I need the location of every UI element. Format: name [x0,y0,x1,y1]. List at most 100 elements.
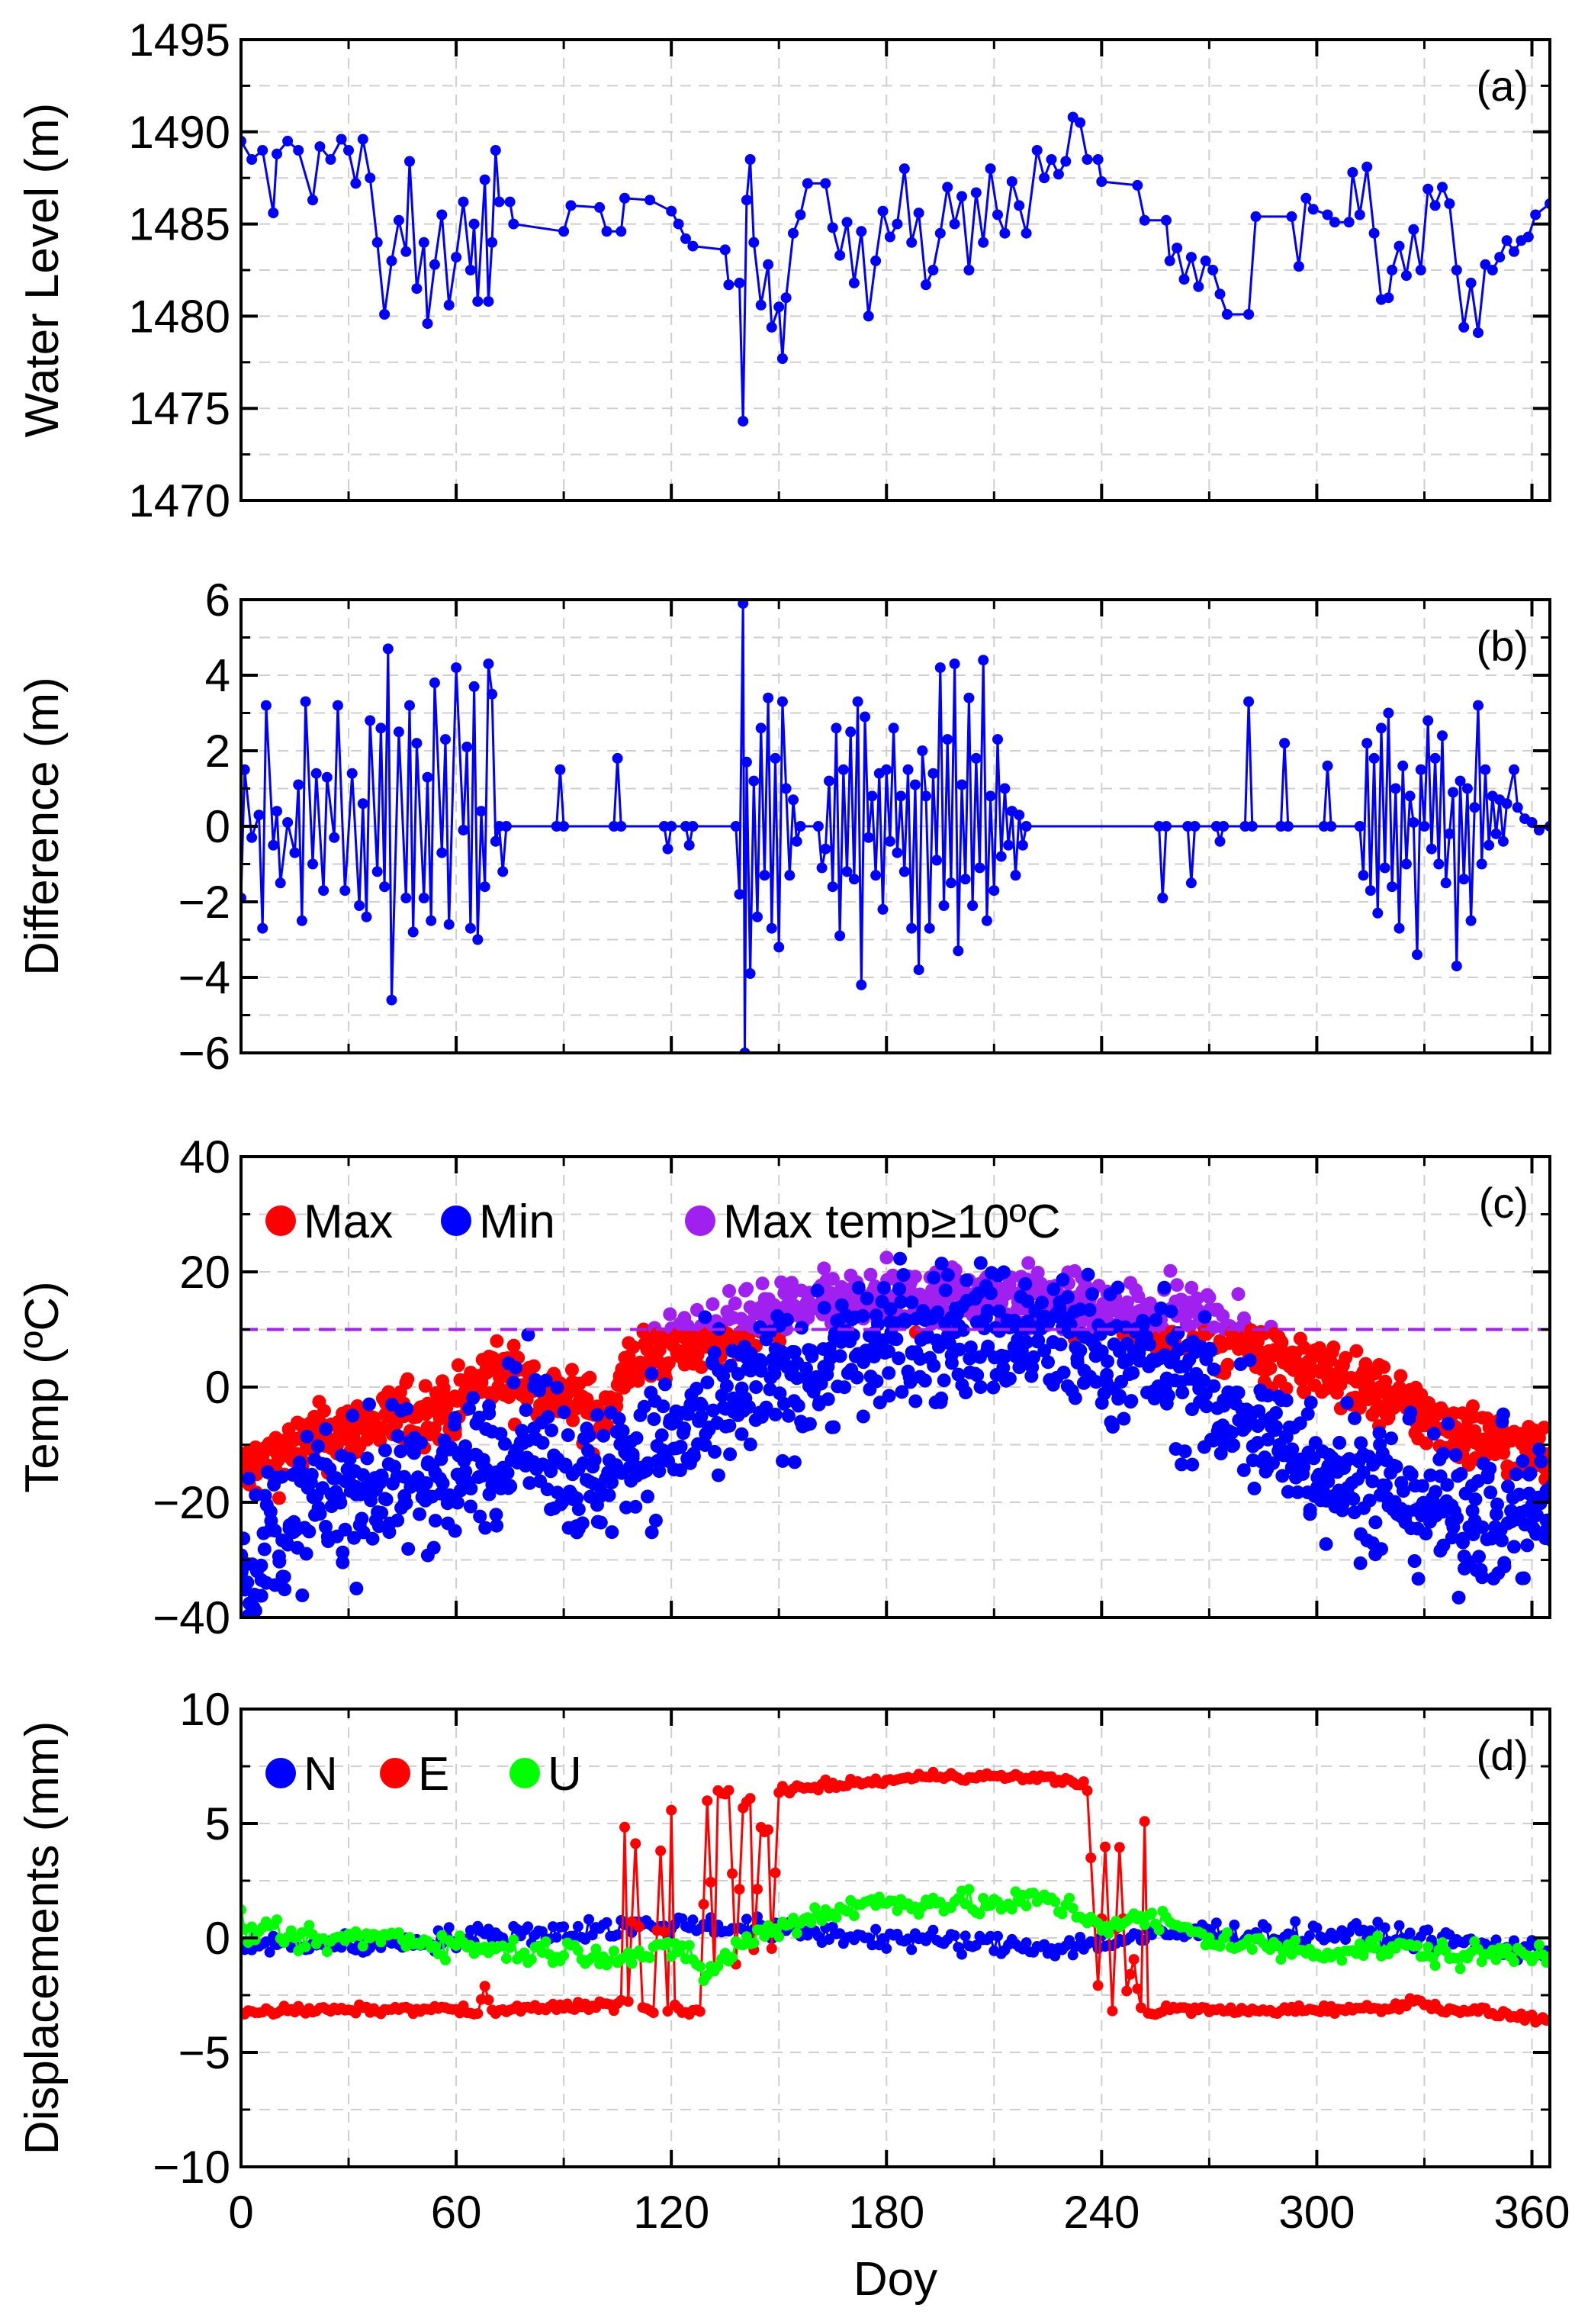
panel-b-ytick: 4 [205,650,230,701]
temp-min-point [1384,1431,1398,1446]
temp-min-point [970,1368,985,1382]
temp-min-point [1396,1484,1410,1498]
data-point [1336,1955,1348,1966]
temp-min-point [1340,1395,1354,1410]
data-point [827,222,838,233]
data-point [1075,117,1086,128]
temp-min-point [508,1360,522,1375]
temp-min-point [391,1513,405,1527]
temp-max-point [825,1272,840,1286]
data-point [343,145,354,156]
temp-max-point [317,1404,331,1418]
temp-min-point [1532,1442,1546,1457]
temp-max-point [663,1307,677,1321]
temp-min-point [768,1408,783,1421]
temp-min-point [1250,1436,1265,1450]
temp-min-point [515,1424,529,1438]
temp-max-point [1163,1263,1178,1278]
data-point [981,915,992,926]
data-point [321,1946,333,1958]
temp-min-point [1368,1515,1383,1530]
data-point [727,1952,738,1963]
temp-max-point [1202,1290,1217,1305]
data-point [1261,1922,1272,1933]
temp-max-point [661,1356,676,1370]
data-point [1533,1939,1545,1951]
panel-b-ytick: −6 [178,1028,230,1079]
data-point [1064,1935,1075,1946]
data-point [917,745,928,756]
legend-n-marker [265,1758,296,1788]
data-point [884,835,895,847]
data-point [404,156,415,167]
data-point [1501,798,1512,810]
temp-max-point [728,1296,742,1311]
data-point [1404,1927,1416,1939]
temp-min-point [706,1403,720,1418]
data-point [1354,209,1365,220]
data-point [788,794,799,806]
temp-min-point [887,1331,902,1346]
temp-min-point [742,1400,756,1414]
data-point [300,1941,311,1952]
data-point [673,218,684,230]
data-point [791,1927,802,1939]
data-point [1480,764,1491,775]
data-point [773,1931,785,1943]
data-point [895,790,907,802]
data-point [759,870,770,881]
x-tick-label: 300 [1278,2187,1355,2238]
data-point [1050,1896,1061,1907]
data-point [411,738,423,749]
temp-min-point [810,1283,825,1298]
temp-max-point [1532,1431,1546,1445]
temp-min-point [1046,1282,1061,1296]
temp-max-point [1467,1424,1482,1438]
data-point [1243,696,1255,707]
data-point [881,764,892,775]
temp-min-point [535,1436,550,1450]
data-point [304,1920,315,1931]
temp-min-point [973,1380,988,1394]
data-point [1307,204,1319,215]
data-point [1433,858,1445,870]
data-point [898,866,910,877]
temp-min-point [960,1273,974,1287]
data-point [1501,1943,1512,1954]
temp-min-point [490,1518,504,1533]
panel-d-ytick: 0 [205,1913,230,1964]
data-point [881,1943,892,1954]
temp-min-point [951,1367,966,1382]
data-point [440,734,451,745]
temp-max-point [1275,1335,1289,1350]
temp-min-point [394,1444,408,1459]
data-point [472,934,484,945]
data-point [734,277,745,288]
temp-min-point [1157,1280,1172,1295]
temp-min-point [1101,1354,1114,1369]
temp-min-point [1423,1468,1438,1482]
data-point [856,226,867,237]
data-point [371,237,383,248]
data-point [465,922,476,934]
panel-a-ytick: 1480 [129,291,230,342]
temp-min-point [292,1455,307,1469]
data-point [493,196,505,208]
panel-a-tag: (a) [1477,62,1529,110]
temp-min-point [1261,1432,1275,1447]
data-point [702,1795,713,1807]
data-point [705,1876,716,1888]
data-point [744,968,756,979]
data-point [432,1949,444,1960]
temp-min-point [882,1389,896,1403]
data-point [942,182,953,193]
data-point [1114,1842,1125,1853]
temp-min-point [1247,1481,1262,1495]
data-point [272,1914,282,1926]
data-point [1164,255,1175,266]
temp-min-point [1095,1395,1109,1410]
temp-min-point [789,1371,804,1386]
data-point [1368,1943,1380,1954]
temp-max-point [451,1358,465,1373]
temp-min-point [1512,1487,1526,1502]
